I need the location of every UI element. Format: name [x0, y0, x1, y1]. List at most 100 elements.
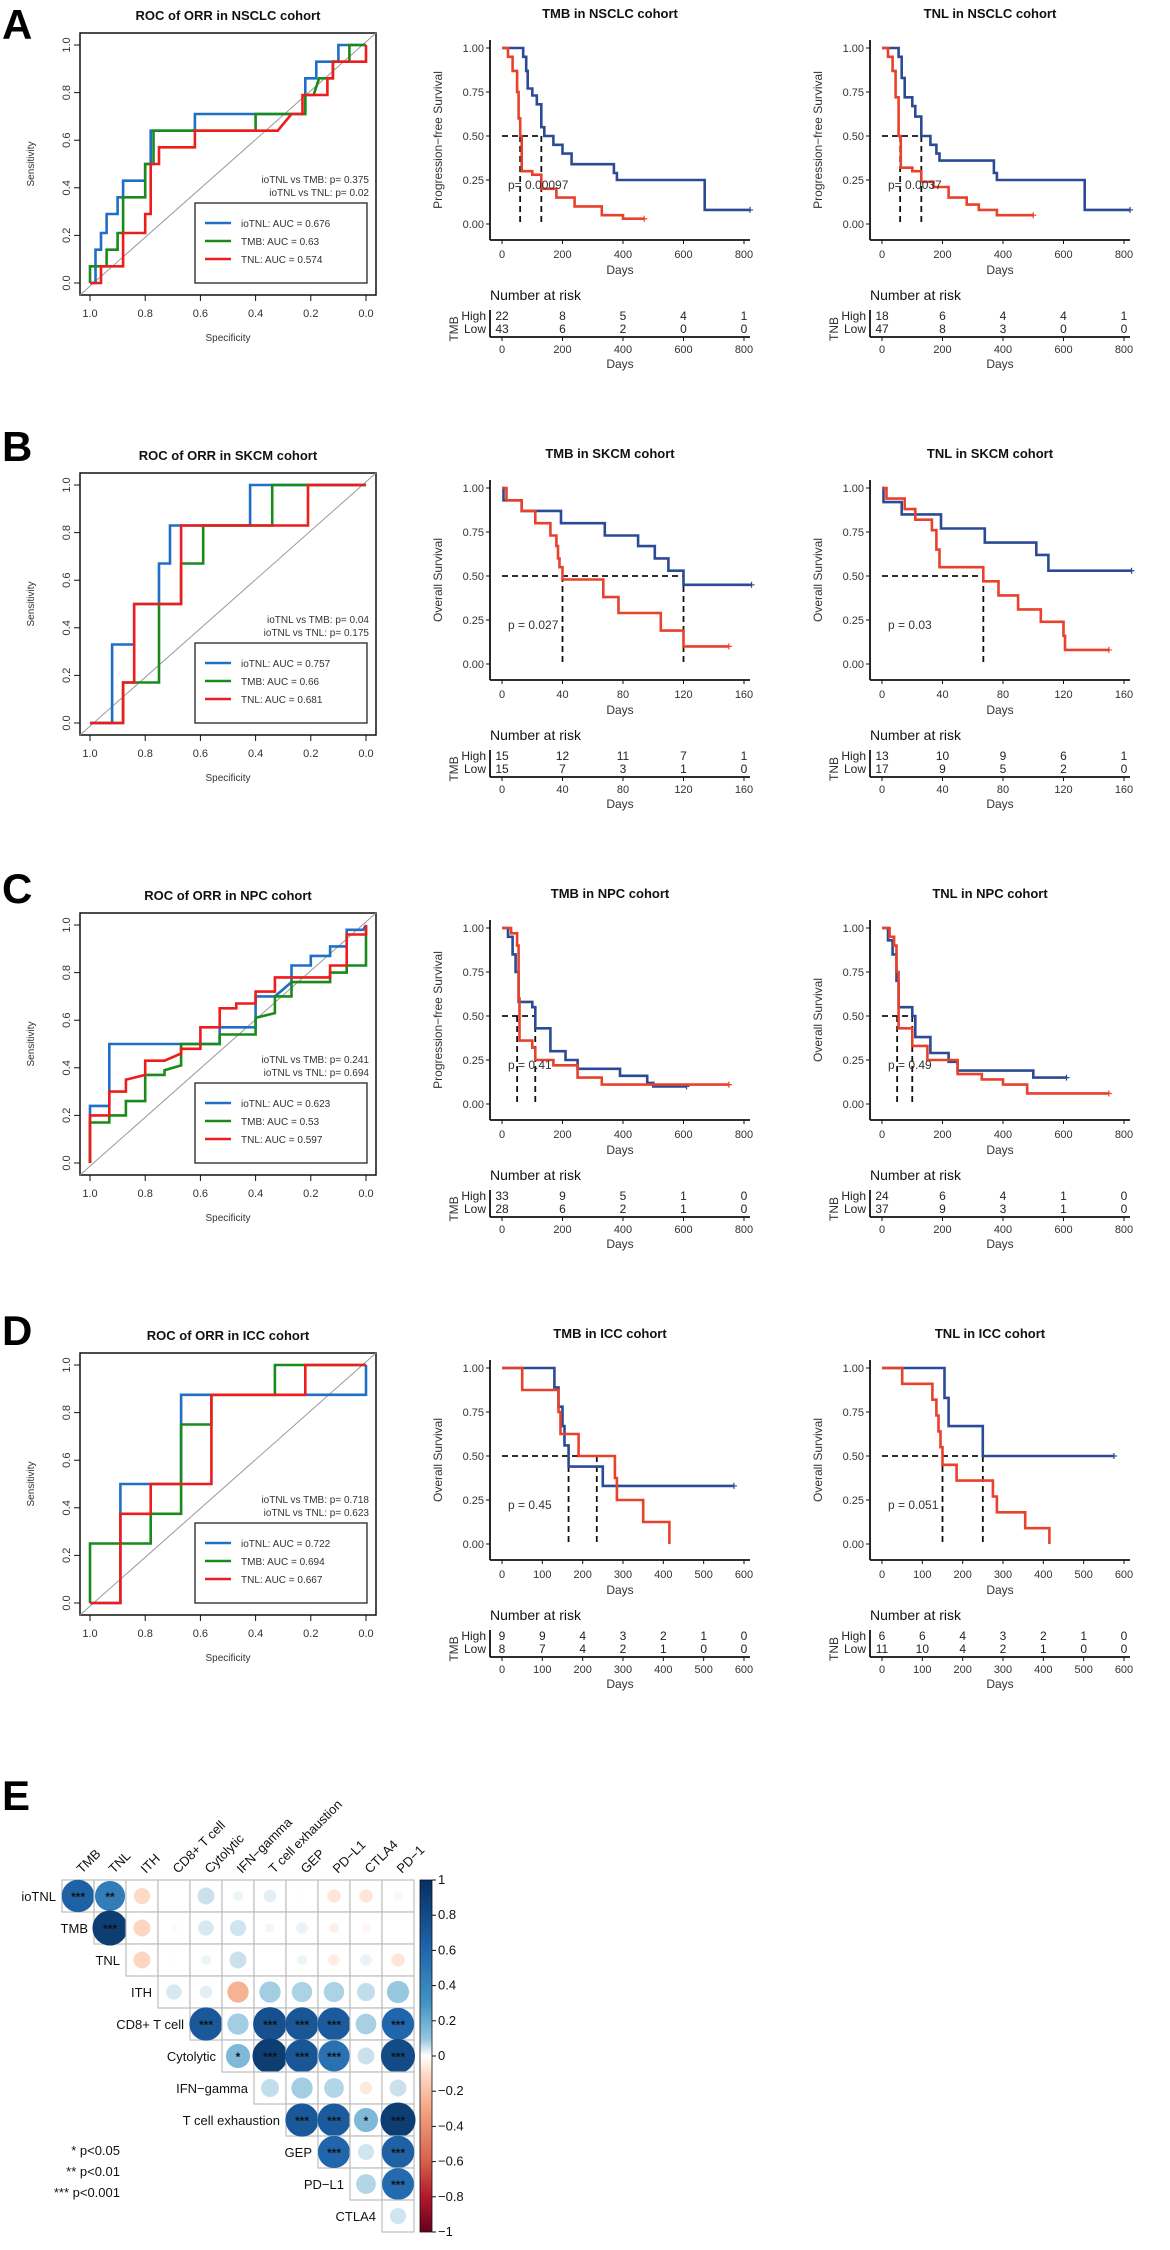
- x-tick-label: 400: [654, 1569, 672, 1581]
- corr-circle: [357, 2143, 375, 2161]
- colorbar-tick-label: 0.2: [438, 2013, 456, 2028]
- colorbar-tick-label: 0.8: [438, 1907, 456, 1922]
- x-tick-label: 1.0: [82, 748, 97, 760]
- corr-circle: [198, 1920, 214, 1936]
- risk-row-label-high: High: [461, 1189, 486, 1203]
- roc-curve-tmb: [88, 1363, 366, 1603]
- colorbar-tick-label: 0: [438, 2048, 445, 2063]
- corr-col-label: CTLA4: [362, 1837, 401, 1876]
- x-axis-label: Days: [606, 1583, 633, 1597]
- y-tick-label: 0.4: [61, 180, 73, 195]
- roc-chart: ROC of ORR in NPC cohort 0.0 0.2 0.4 0.6 0.8 1…: [26, 888, 377, 1224]
- risk-count: 5: [1000, 762, 1007, 776]
- risk-x-tick-label: 400: [994, 1224, 1012, 1236]
- risk-table-title: Number at risk: [490, 1607, 582, 1623]
- reference-diagonal: [79, 1352, 377, 1616]
- risk-count: 3: [1000, 1202, 1007, 1216]
- risk-group-label: TNB: [827, 757, 841, 781]
- significance-legend-item: ** p<0.01: [66, 2164, 120, 2179]
- y-tick-label: 1.00: [463, 483, 484, 495]
- x-tick-label: 0.0: [358, 748, 373, 760]
- x-tick-label: 400: [614, 249, 632, 261]
- x-tick-label: 600: [674, 1129, 692, 1141]
- x-tick-label: 600: [1054, 249, 1072, 261]
- corr-circle: [353, 2107, 379, 2133]
- x-tick-label: 0: [879, 249, 885, 261]
- p-value-label: p= 0.0037: [888, 178, 942, 192]
- chart-title: ROC of ORR in NSCLC cohort: [136, 8, 322, 23]
- y-axis-label: Progression−free Survival: [431, 951, 445, 1089]
- x-tick-label: 120: [674, 689, 692, 701]
- x-tick-label: 0.4: [248, 1628, 263, 1640]
- roc-curve-tnl: [90, 45, 368, 285]
- y-tick-label: 1.0: [61, 477, 73, 492]
- corr-circle: [361, 1923, 371, 1933]
- risk-count: 4: [680, 309, 687, 323]
- risk-count: 11: [876, 1642, 889, 1656]
- risk-row-label-low: Low: [464, 762, 486, 776]
- corr-circle: [133, 1951, 151, 1969]
- x-tick-label: 0.6: [193, 1188, 208, 1200]
- risk-count: 6: [1060, 749, 1067, 763]
- x-tick-label: 80: [997, 689, 1009, 701]
- y-tick-label: 1.0: [61, 1357, 73, 1372]
- risk-count: 0: [1080, 1642, 1087, 1656]
- y-axis-label: Sensitivity: [26, 141, 37, 186]
- risk-count: 37: [875, 1202, 889, 1216]
- chart-title: TNL in SKCM cohort: [927, 446, 1054, 461]
- risk-count: 4: [579, 1642, 586, 1656]
- y-tick-label: 0.75: [843, 1407, 864, 1419]
- risk-x-tick-label: 0: [879, 1224, 885, 1236]
- x-tick-label: 300: [994, 1569, 1012, 1581]
- risk-count: 7: [559, 762, 566, 776]
- risk-x-axis-label: Days: [986, 797, 1013, 811]
- y-tick-label: 0.8: [61, 1405, 73, 1420]
- x-tick-label: 1.0: [82, 308, 97, 320]
- significance-stars: **: [105, 1890, 115, 1904]
- corr-circle: [389, 2079, 407, 2097]
- risk-count: 9: [499, 1629, 506, 1643]
- corr-row-label: ioTNL: [21, 1889, 56, 1904]
- corr-row-label: T cell exhaustion: [183, 2113, 280, 2128]
- corr-circle: [393, 1891, 403, 1901]
- risk-x-axis-label: Days: [986, 1237, 1013, 1251]
- corr-circle: [263, 1889, 277, 1903]
- x-tick-label: 0.8: [138, 1628, 153, 1640]
- x-axis-label: Specificity: [205, 1653, 250, 1664]
- y-tick-label: 0.50: [463, 571, 484, 583]
- roc-chart: ROC of ORR in ICC cohort 0.0 0.2 0.4 0.6 0.8 1…: [26, 1328, 377, 1664]
- corr-circle: [229, 1919, 247, 1937]
- survival-curve-low: [882, 46, 1034, 217]
- x-tick-label: 200: [553, 1129, 571, 1141]
- km-chart: TNL in SKCM cohort 0.00 0.25 0.50 0.75 1.00 0 4…: [811, 446, 1135, 811]
- risk-count: 8: [499, 1642, 506, 1656]
- reference-diagonal: [79, 472, 377, 736]
- corr-circle: [296, 1954, 308, 1966]
- risk-count: 7: [539, 1642, 546, 1656]
- risk-count: 6: [879, 1629, 886, 1643]
- corr-circle: [327, 1889, 341, 1903]
- chart-title: TNL in ICC cohort: [935, 1326, 1046, 1341]
- risk-count: 0: [741, 1202, 748, 1216]
- km-chart: TMB in SKCM cohort 0.00 0.25 0.50 0.75 1.00 0 4…: [431, 446, 755, 811]
- y-tick-label: 1.00: [463, 1363, 484, 1375]
- corr-circle: [328, 1922, 340, 1934]
- x-tick-label: 40: [936, 689, 948, 701]
- y-tick-label: 0.25: [463, 175, 484, 187]
- corr-row-label: GEP: [285, 2145, 312, 2160]
- survival-curve-high: [882, 46, 1130, 212]
- corr-circle: [285, 2039, 319, 2073]
- risk-x-tick-label: 40: [936, 784, 948, 796]
- risk-x-tick-label: 200: [573, 1664, 591, 1676]
- corr-circle: [381, 2135, 415, 2169]
- significance-stars: ***: [327, 2114, 341, 2128]
- risk-count: 4: [1060, 309, 1067, 323]
- risk-count: 2: [1000, 1642, 1007, 1656]
- panel-letter-a: A: [2, 1, 33, 48]
- risk-count: 4: [579, 1629, 586, 1643]
- risk-x-axis-label: Days: [986, 1677, 1013, 1691]
- survival-curve-low: [502, 486, 729, 648]
- survival-curve-low: [502, 1366, 671, 1544]
- p-value-annotation: ioTNL vs TNL: p= 0.694: [264, 1068, 370, 1079]
- significance-stars: ***: [391, 2114, 405, 2128]
